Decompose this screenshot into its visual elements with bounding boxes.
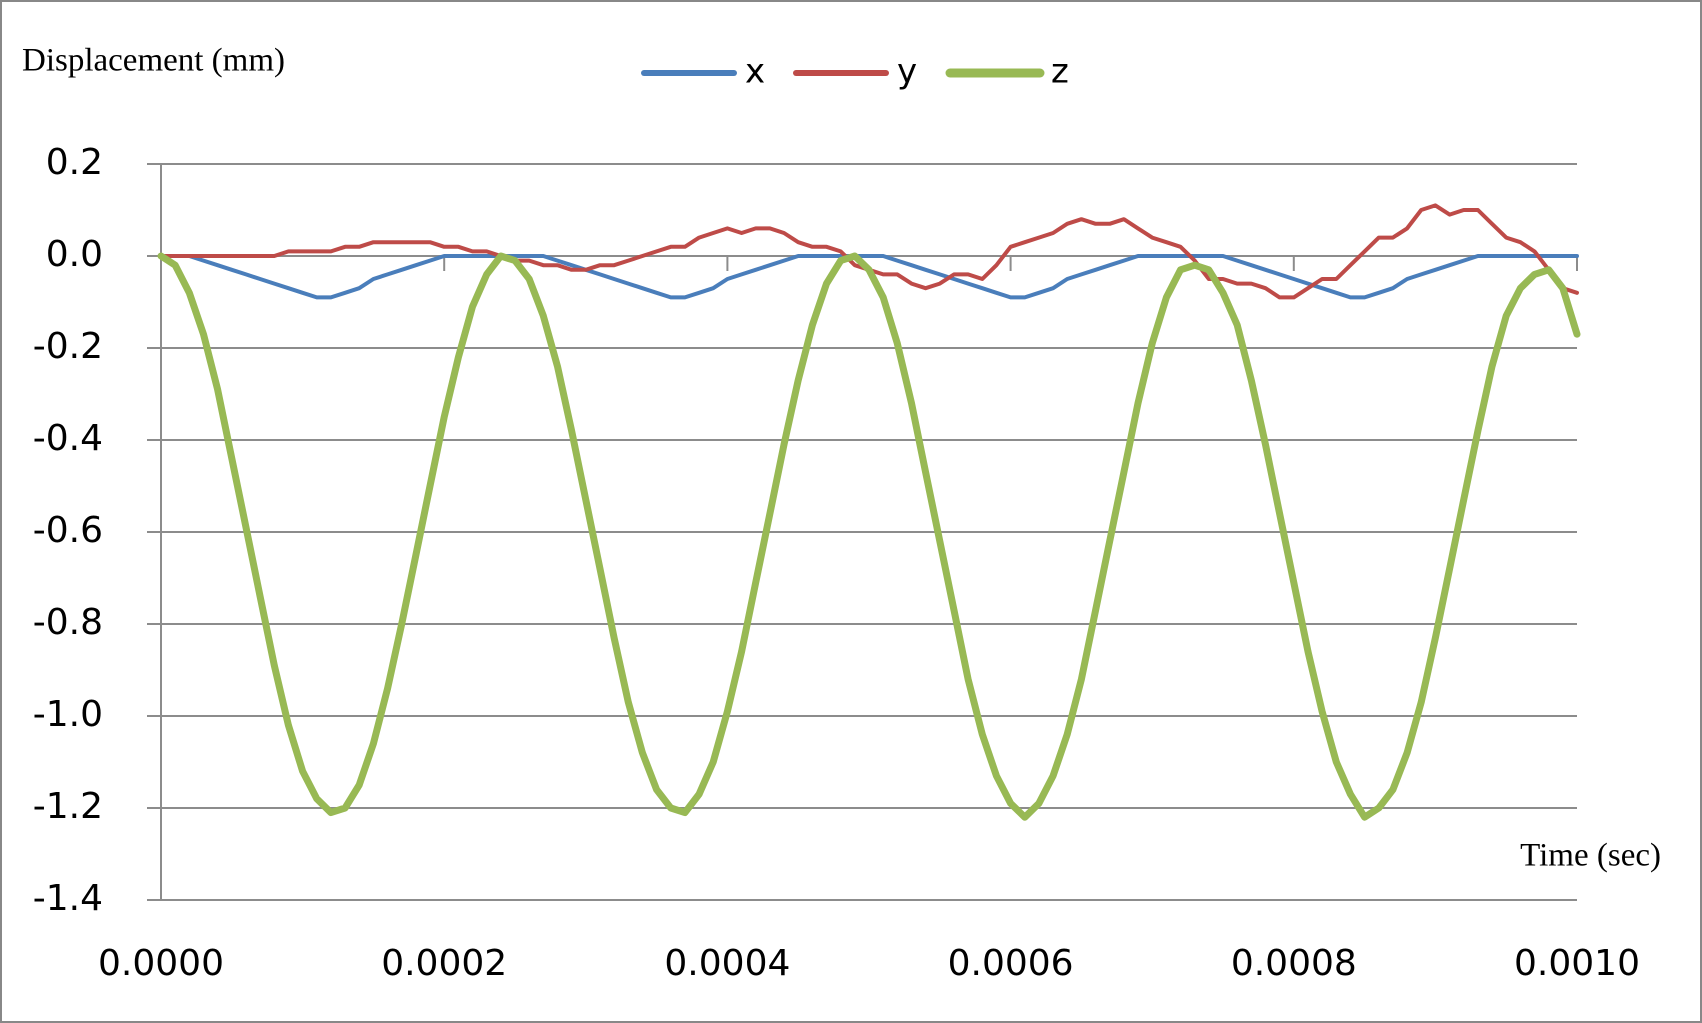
y-tick-label: -0.4 [33,418,103,459]
legend-label: x [745,52,765,92]
y-tick-label: -0.2 [33,326,103,367]
x-tick-label: 0.0004 [664,943,790,984]
y-tick-label: 0.2 [46,142,103,183]
x-tick-label: 0.0006 [948,943,1074,984]
x-tick-label: 0.0002 [381,943,507,984]
y-tick-label: -0.8 [33,602,103,643]
y-tick-label: -1.0 [33,694,103,735]
y-tick-label: -1.2 [33,786,103,827]
y-tick-label: -0.6 [33,510,103,551]
y-tick-label: 0.0 [46,234,103,275]
x-axis-label: Time (sec) [1520,838,1661,874]
x-tick-label: 0.0000 [98,943,224,984]
y-axis-label: Displacement (mm) [22,43,285,79]
x-tick-label: 0.0008 [1231,943,1357,984]
legend-label: y [897,52,917,92]
x-tick-label: 0.0010 [1514,943,1640,984]
series-line [157,252,1581,821]
series-line [159,254,1579,300]
legend-label: z [1051,52,1069,92]
y-tick-label: -1.4 [33,878,103,919]
